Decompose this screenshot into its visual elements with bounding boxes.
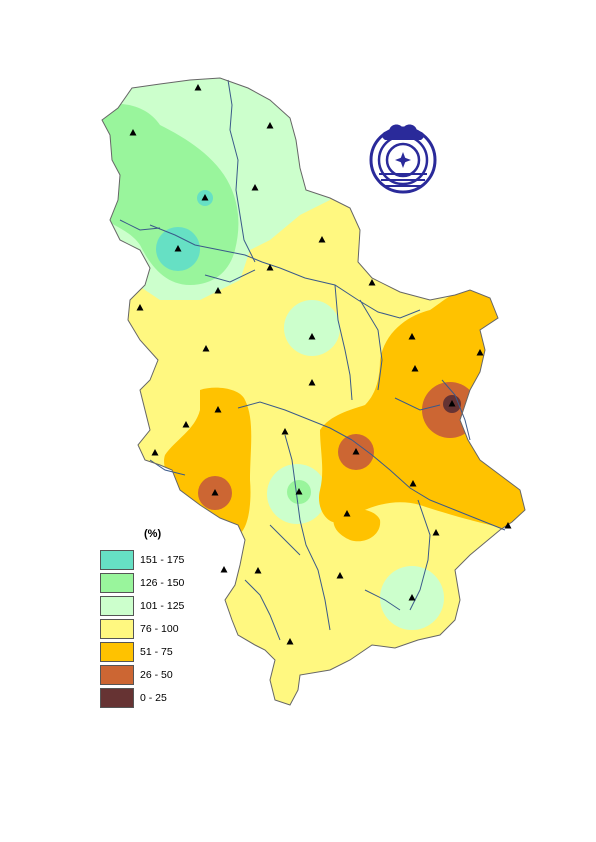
triangle-icon [220, 566, 228, 573]
triangle-icon [352, 448, 360, 455]
triangle-icon [295, 488, 303, 495]
triangle-icon [504, 522, 512, 529]
triangle-icon [308, 379, 316, 386]
zone-101-125-center [284, 300, 340, 356]
legend-item: 76 - 100 [100, 619, 220, 641]
river [364, 589, 401, 611]
river [119, 219, 161, 231]
triangle-icon [432, 529, 440, 536]
triangle-icon [448, 400, 456, 407]
triangle-icon [214, 406, 222, 413]
legend-label: 51 - 75 [140, 646, 173, 658]
triangle-icon [214, 287, 222, 294]
river [227, 79, 256, 263]
legend-item: 151 - 175 [100, 550, 220, 572]
legend-label: 26 - 50 [140, 669, 173, 681]
triangle-icon [136, 304, 144, 311]
legend-item: 0 - 25 [100, 688, 220, 710]
legend-swatch [100, 550, 134, 570]
river [394, 397, 441, 411]
river [409, 499, 431, 611]
legend-swatch [100, 642, 134, 662]
triangle-icon [182, 421, 190, 428]
legend-item: 101 - 125 [100, 596, 220, 618]
triangle-icon [194, 84, 202, 91]
river [334, 284, 353, 401]
triangle-icon [308, 333, 316, 340]
legend-label: 126 - 150 [140, 577, 185, 589]
river [351, 439, 506, 531]
triangle-icon [408, 594, 416, 601]
legend-item: 26 - 50 [100, 665, 220, 687]
triangle-icon [151, 449, 159, 456]
triangle-icon [476, 349, 484, 356]
legend-label: 101 - 125 [140, 600, 185, 612]
triangle-icon [251, 184, 259, 191]
triangle-icon [266, 122, 274, 129]
river [359, 299, 383, 391]
triangle-icon [266, 264, 274, 271]
triangle-icon [411, 365, 419, 372]
triangle-icon [343, 510, 351, 517]
river [244, 579, 281, 641]
legend-swatch [100, 619, 134, 639]
triangle-icon [318, 236, 326, 243]
triangle-icon [129, 129, 137, 136]
weather-stations [129, 84, 512, 645]
triangle-icon [201, 194, 209, 201]
legend-item: 51 - 75 [100, 642, 220, 664]
legend-label: 76 - 100 [140, 623, 179, 635]
triangle-icon [174, 245, 182, 252]
river [149, 224, 421, 319]
triangle-icon [408, 333, 416, 340]
legend-swatch [100, 665, 134, 685]
rivers [119, 79, 506, 641]
triangle-icon [409, 480, 417, 487]
triangle-icon [286, 638, 294, 645]
zone-126-150-northwest [102, 103, 239, 285]
triangle-icon [281, 428, 289, 435]
legend-swatch [100, 596, 134, 616]
river [237, 401, 353, 441]
triangle-icon [336, 572, 344, 579]
country-border [101, 77, 526, 706]
legend-item: 126 - 150 [100, 573, 220, 595]
zone-51-75-south [333, 508, 381, 542]
triangle-icon [211, 489, 219, 496]
triangle-icon [368, 279, 376, 286]
river [284, 434, 331, 631]
legend-title: (%) [144, 528, 162, 540]
triangle-icon [202, 345, 210, 352]
river [204, 269, 256, 283]
legend-swatch [100, 573, 134, 593]
triangle-icon [254, 567, 262, 574]
river [441, 379, 471, 441]
legend-swatch [100, 688, 134, 708]
river [269, 524, 301, 556]
legend-label: 0 - 25 [140, 692, 167, 704]
legend-label: 151 - 175 [140, 554, 185, 566]
hydrometeorological-service-logo [369, 124, 437, 194]
